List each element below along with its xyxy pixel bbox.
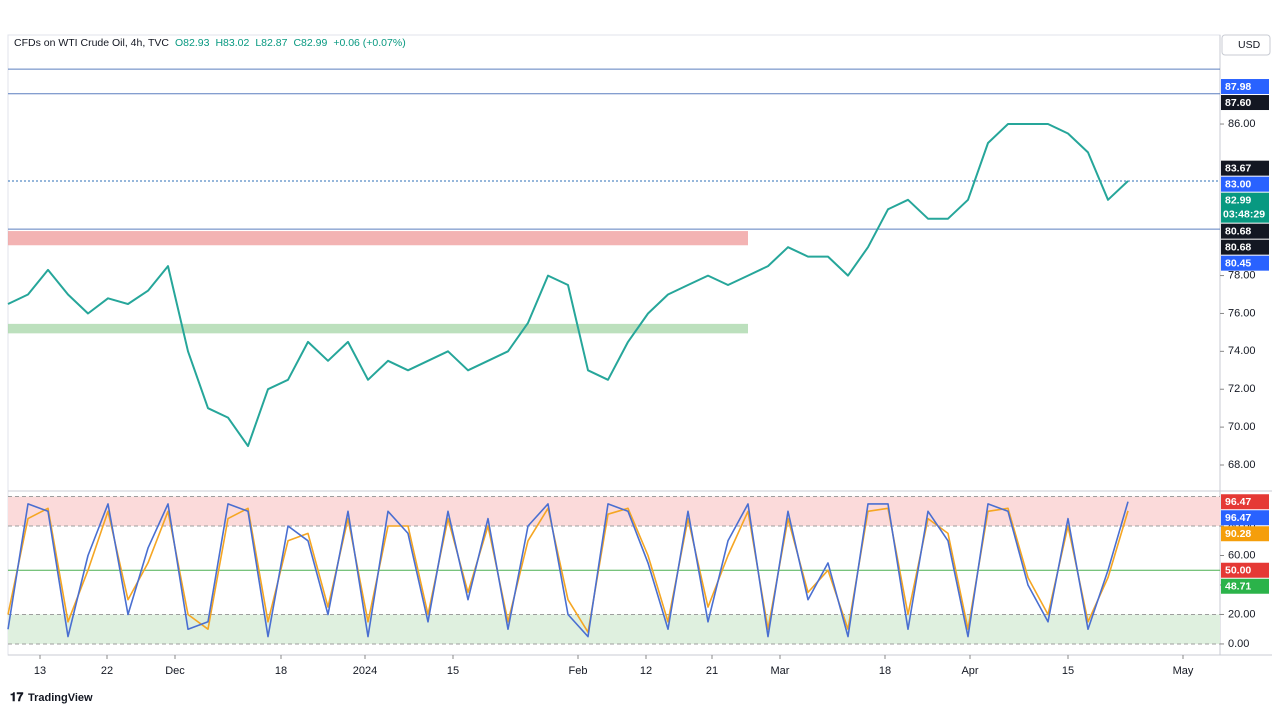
ohlc-value: +0.06 (+0.07%) [333, 37, 405, 49]
price-badge [1221, 79, 1269, 95]
price-badge [1221, 494, 1269, 510]
price-badge-label: 83.00 [1225, 178, 1251, 190]
price-badge-label: 80.45 [1225, 257, 1251, 269]
x-tick-label: 22 [101, 665, 113, 677]
price-badge [1221, 239, 1269, 255]
y-tick-label: 72.00 [1228, 383, 1256, 395]
x-tick-label: Mar [771, 665, 790, 677]
price-badge-label: 87.98 [1225, 81, 1251, 93]
x-tick-label: 15 [1062, 665, 1074, 677]
y-tick-label: 0.00 [1228, 638, 1249, 650]
price-badge [1221, 95, 1269, 111]
price-badge [1221, 192, 1269, 223]
currency: USD [1238, 39, 1261, 51]
x-tick-label: May [1173, 665, 1194, 677]
symbol: CFDs on WTI Crude Oil, 4h, TVC [14, 37, 169, 49]
y-tick-label: 68.00 [1228, 459, 1256, 471]
price-badge-label: 96.47 [1225, 496, 1251, 508]
data-line [7, 507, 1129, 633]
x-tick-label: 2024 [353, 665, 377, 677]
x-tick-label: Dec [165, 665, 185, 677]
zone [8, 231, 748, 246]
price-badge-label: 96.47 [1225, 512, 1251, 524]
price-badge [1221, 223, 1269, 239]
x-tick-label: 12 [640, 665, 652, 677]
price-badge-label: 83.67 [1225, 162, 1251, 174]
x-tick-label: Feb [569, 665, 588, 677]
price-badge-label: 82.99 [1225, 194, 1251, 206]
ohlc-value: L82.87 [255, 37, 287, 49]
x-tick-label: 18 [879, 665, 891, 677]
ohlc-value: H83.02 [215, 37, 249, 49]
data-line [7, 123, 1129, 448]
x-tick-label: 15 [447, 665, 459, 677]
y-tick-label: 60.00 [1228, 549, 1256, 561]
y-tick-label: 74.00 [1228, 345, 1256, 357]
brand: TradingView [28, 692, 93, 704]
brand-logo: 𝟏𝟕 [10, 690, 24, 704]
price-badge-label: 80.68 [1225, 241, 1251, 253]
ohlc-value: O82.93 [175, 37, 210, 49]
x-tick-label: 21 [706, 665, 718, 677]
price-badge-label: 50.00 [1225, 565, 1251, 577]
data-line [7, 501, 1129, 638]
y-tick-label: 78.00 [1228, 269, 1256, 281]
price-badge [1221, 562, 1269, 578]
price-badge [1221, 526, 1269, 542]
x-tick-label: Apr [961, 665, 978, 677]
ohlc-value: C82.99 [293, 37, 327, 49]
price-badge [1221, 255, 1269, 271]
price-badge [1221, 578, 1269, 594]
y-tick-label: 86.00 [1228, 118, 1256, 130]
price-badge [1221, 160, 1269, 176]
price-badge-label: 80.68 [1225, 225, 1251, 237]
y-tick-label: 76.00 [1228, 307, 1256, 319]
price-badge-label: 87.60 [1225, 97, 1251, 109]
price-badge [1221, 176, 1269, 192]
price-badge-label: 48.71 [1225, 581, 1251, 593]
y-tick-label: 20.00 [1228, 608, 1256, 620]
x-tick-label: 13 [34, 665, 46, 677]
price-badge [1221, 510, 1269, 526]
countdown: 03:48:29 [1223, 208, 1265, 220]
currency-box[interactable] [1221, 34, 1271, 56]
band [8, 496, 1220, 527]
y-tick-label: 70.00 [1228, 421, 1256, 433]
zone [8, 323, 748, 334]
x-tick-label: 18 [275, 665, 287, 677]
legend-row: CFDs on WTI Crude Oil, 4h, TVC O82.93 H83.… [14, 37, 406, 49]
price-badge-label: 90.28 [1225, 528, 1251, 540]
